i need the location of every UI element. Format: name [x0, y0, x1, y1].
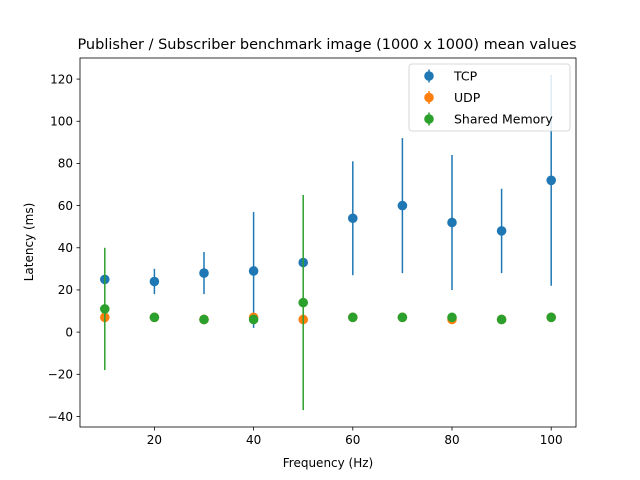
axes-frame	[79, 57, 577, 428]
legend-label: Shared Memory	[454, 112, 553, 127]
data-point	[248, 266, 259, 276]
y-tick-label: 120	[50, 72, 73, 86]
data-point	[397, 312, 408, 323]
data-point	[496, 314, 507, 325]
plot-area	[100, 74, 556, 411]
data-point	[397, 200, 408, 211]
chart-title: Publisher / Subscriber benchmark image (…	[77, 37, 576, 53]
data-point	[496, 226, 507, 236]
x-tick-label: 40	[246, 433, 261, 447]
x-axis-label: Frequency (Hz)	[283, 456, 374, 470]
legend-box	[408, 63, 571, 132]
x-tick-label: 100	[540, 433, 563, 447]
data-point	[546, 175, 556, 186]
y-tick-label: 60	[58, 199, 73, 213]
y-tick-label: 40	[58, 241, 73, 255]
y-tick-label: 100	[50, 115, 73, 129]
data-point	[348, 312, 358, 323]
legend-label: TCP	[453, 69, 478, 84]
axis-ticks: 20 40 60 80 100 −40 −20 0 20 40 60 80 100 120	[48, 72, 563, 447]
data-point	[199, 314, 209, 325]
legend-marker	[424, 71, 434, 81]
legend-label: UDP	[454, 90, 481, 105]
y-tick-label: −40	[48, 410, 73, 424]
data-point	[149, 312, 160, 323]
y-tick-label: 0	[65, 325, 73, 339]
data-point	[447, 312, 457, 323]
y-tick-label: 80	[58, 157, 73, 171]
legend-marker	[424, 92, 434, 103]
legend-marker	[424, 114, 434, 124]
data-point	[149, 276, 160, 287]
x-tick-label: 20	[147, 433, 162, 447]
y-tick-label: 20	[58, 283, 73, 297]
y-tick-label: −20	[48, 368, 73, 382]
data-point	[100, 304, 110, 314]
data-point	[298, 297, 309, 308]
series-shared-memory	[100, 195, 556, 411]
y-axis-label: Latency (ms)	[22, 203, 36, 282]
x-tick-label: 80	[444, 433, 459, 447]
data-point	[199, 268, 209, 278]
x-tick-label: 60	[345, 433, 360, 447]
data-point	[546, 312, 556, 323]
data-point	[348, 213, 358, 224]
legend: TCP UDP Shared Memory	[408, 63, 571, 132]
data-point	[248, 314, 259, 325]
data-point	[447, 217, 457, 228]
